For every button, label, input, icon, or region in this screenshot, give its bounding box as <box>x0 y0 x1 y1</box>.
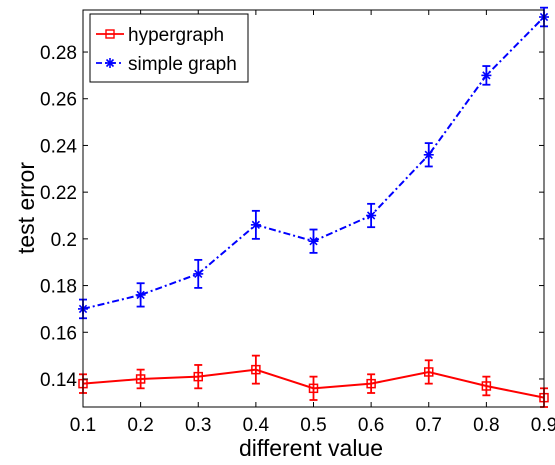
y-tick-label: 0.28 <box>40 43 77 64</box>
data-point-hypergraph <box>366 378 376 389</box>
data-point-simple-graph <box>366 210 377 221</box>
legend-hypergraph-marker <box>105 29 115 39</box>
x-tick-label: 0.3 <box>185 415 211 436</box>
x-axis-label: different value <box>239 435 383 461</box>
y-axis-label: test error <box>13 162 39 254</box>
marker-stroke <box>309 237 318 246</box>
x-tick-label: 0.2 <box>127 415 153 436</box>
data-point-hypergraph <box>424 367 434 377</box>
x-tick-label: 0.5 <box>300 415 326 436</box>
legend-box <box>89 13 249 83</box>
legend: hypergraph simple graph <box>89 13 249 83</box>
x-tick-label: 0.7 <box>416 415 442 436</box>
y-tick-label: 0.22 <box>40 183 77 204</box>
x-tick-label: 0.9 <box>531 415 555 436</box>
x-tick-label: 0.8 <box>473 415 499 436</box>
data-point-hypergraph <box>193 371 203 382</box>
marker-stroke <box>482 71 491 80</box>
plot-layer <box>78 6 549 408</box>
marker-stroke <box>366 211 376 220</box>
data-point-hypergraph <box>135 374 146 384</box>
data-point-simple-graph <box>135 289 146 300</box>
y-tick-label: 0.16 <box>40 323 77 344</box>
marker-stroke <box>251 220 261 230</box>
legend-simple-graph-marker <box>105 58 115 68</box>
legend-simple-graph-label: simple graph <box>128 54 237 75</box>
marker-stroke <box>194 269 203 279</box>
data-point-simple-graph <box>193 268 204 279</box>
marker-stroke <box>136 290 145 300</box>
data-point-hypergraph <box>481 381 492 391</box>
data-point-simple-graph <box>308 236 319 247</box>
y-tick-label: 0.26 <box>40 90 77 111</box>
marker-stroke <box>424 150 433 159</box>
y-tick-label: 0.24 <box>40 136 77 157</box>
axis-layer: 0.1 0.2 0.3 0.4 0.5 0.6 0.7 0.8 0.9 0.14 0.16 0.18 0… <box>40 9 555 436</box>
x-tick-label: 0.1 <box>70 415 96 436</box>
x-tick-label: 0.4 <box>243 415 270 436</box>
data-point-simple-graph <box>250 219 261 230</box>
y-tick-label: 0.14 <box>40 370 77 391</box>
legend-hypergraph-label: hypergraph <box>128 25 224 46</box>
data-point-hypergraph <box>308 383 319 394</box>
data-point-hypergraph <box>251 364 261 375</box>
x-tick-label: 0.6 <box>358 415 384 436</box>
data-point-simple-graph <box>481 70 492 81</box>
data-point-simple-graph <box>423 149 434 160</box>
y-tick-label: 0.18 <box>40 277 77 298</box>
y-tick-label: 0.2 <box>51 230 77 251</box>
